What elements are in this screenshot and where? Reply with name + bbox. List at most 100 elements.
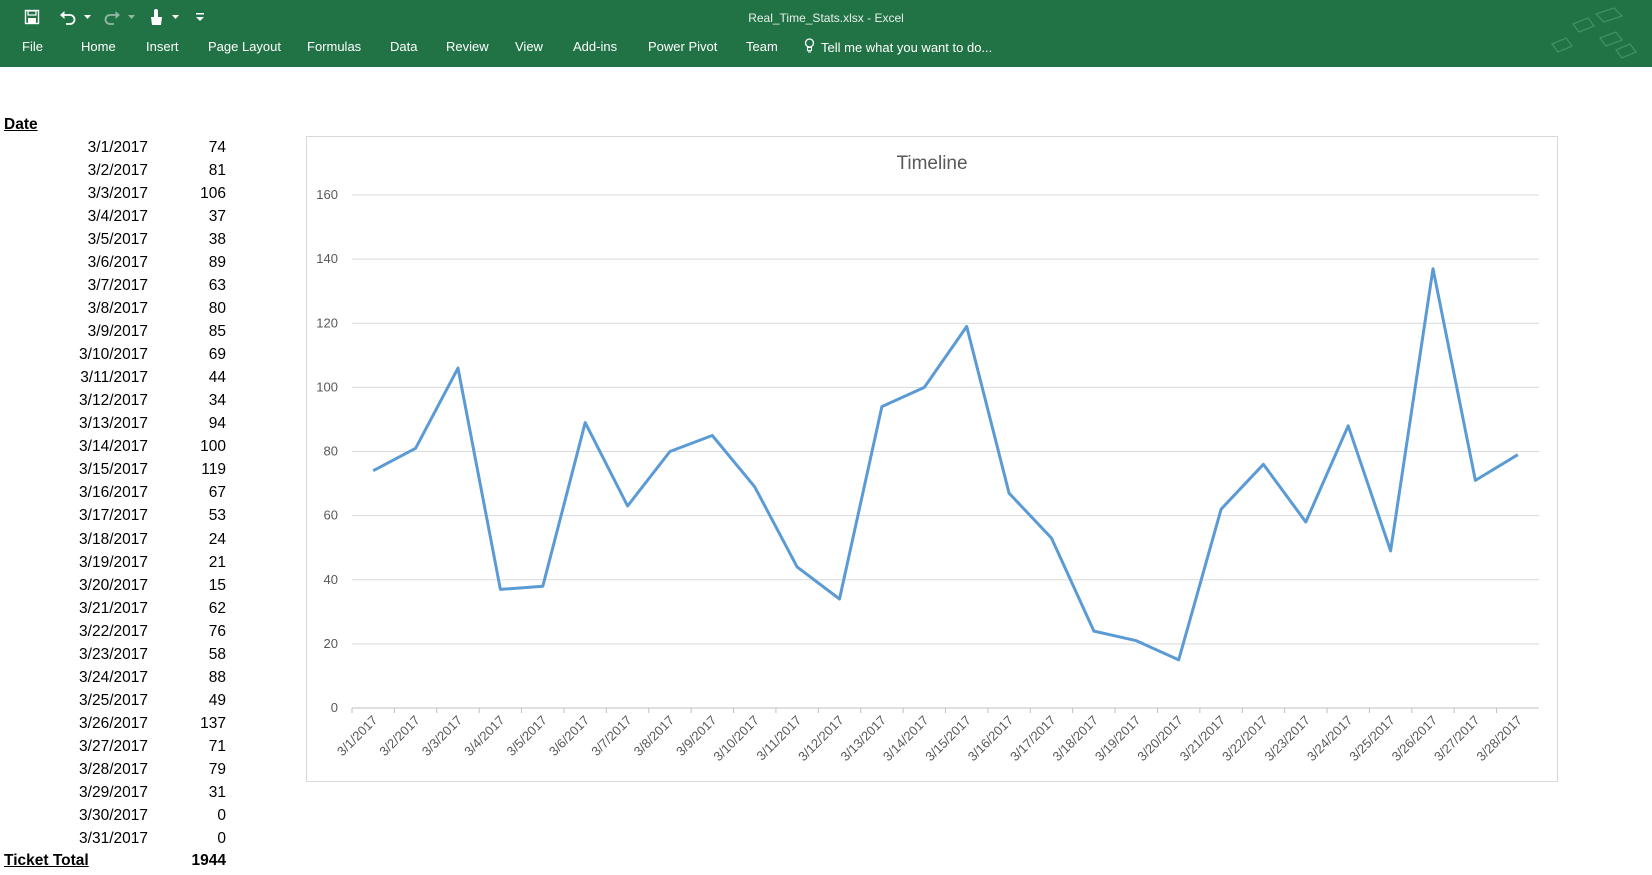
value-cell[interactable]: 67 [208,484,226,501]
value-cell[interactable]: 44 [208,369,226,386]
date-cell[interactable]: 3/1/2017 [87,139,148,156]
y-tick-label: 120 [316,315,338,330]
date-cell[interactable]: 3/10/2017 [79,346,148,363]
value-cell[interactable]: 62 [208,600,226,617]
date-cell[interactable]: 3/24/2017 [79,669,148,686]
tab-team[interactable]: Team [746,39,778,54]
value-cell[interactable]: 85 [208,323,226,340]
value-cell[interactable]: 31 [208,784,226,801]
tab-page-layout[interactable]: Page Layout [208,39,282,54]
tab-view[interactable]: View [515,39,543,54]
worksheet[interactable]: Date 3/1/2017 74 3/2/2017 81 3/3/2017 106 3/4/… [0,67,1652,875]
x-tick-label: 3/6/2017 [546,713,592,759]
value-cell[interactable]: 53 [208,507,226,524]
x-tick-label: 3/28/2017 [1473,713,1525,765]
tab-data[interactable]: Data [390,39,418,54]
value-cell[interactable]: 34 [208,392,226,409]
date-cell[interactable]: 3/8/2017 [87,300,148,317]
chart-title[interactable]: Timeline [896,153,967,174]
date-cell[interactable]: 3/11/2017 [80,369,148,386]
tab-insert[interactable]: Insert [146,39,179,54]
value-cell[interactable]: 79 [208,761,226,778]
customize-toolbar-icon[interactable] [190,7,210,27]
value-cell[interactable]: 81 [208,162,226,179]
date-cell[interactable]: 3/4/2017 [87,208,148,225]
ticket-total-label[interactable]: Ticket Total [4,852,89,869]
tab-review[interactable]: Review [446,39,489,54]
undo-dropdown-icon[interactable] [82,7,92,27]
date-cell[interactable]: 3/9/2017 [87,323,148,340]
value-cell[interactable]: 15 [208,577,226,594]
save-icon[interactable] [22,7,42,27]
tab-file[interactable]: File [22,39,43,54]
value-cell[interactable]: 63 [208,277,226,294]
tab-power-pivot[interactable]: Power Pivot [648,39,718,54]
date-cell[interactable]: 3/27/2017 [79,738,148,755]
touch-mode-dropdown-icon[interactable] [170,7,180,27]
y-tick-label: 160 [316,187,338,202]
date-cell[interactable]: 3/31/2017 [79,830,148,847]
value-cell[interactable]: 0 [217,830,226,847]
date-cell[interactable]: 3/2/2017 [87,162,148,179]
tab-add-ins[interactable]: Add-ins [573,39,618,54]
x-tick-label: 3/22/2017 [1219,713,1271,765]
date-cell[interactable]: 3/6/2017 [87,254,148,271]
date-cell[interactable]: 3/17/2017 [79,507,148,524]
value-cell[interactable]: 94 [208,415,226,432]
date-cell[interactable]: 3/23/2017 [79,646,148,663]
x-tick-label: 3/21/2017 [1177,713,1229,765]
date-cell[interactable]: 3/20/2017 [79,577,148,594]
redo-dropdown-icon[interactable] [126,7,136,27]
value-cell[interactable]: 37 [208,208,226,225]
value-cell[interactable]: 71 [208,738,226,755]
date-cell[interactable]: 3/15/2017 [79,461,148,478]
value-cell[interactable]: 74 [208,139,226,156]
value-cell[interactable]: 89 [208,254,226,271]
value-cell[interactable]: 69 [208,346,226,363]
date-cell[interactable]: 3/25/2017 [79,692,148,709]
date-cell[interactable]: 3/30/2017 [79,807,148,824]
date-cell[interactable]: 3/3/2017 [87,185,148,202]
value-cell[interactable]: 119 [201,461,226,478]
date-cell[interactable]: 3/18/2017 [79,531,148,548]
value-cell[interactable]: 21 [208,554,226,571]
value-cell[interactable]: 58 [208,646,226,663]
date-cell[interactable]: 3/21/2017 [79,600,148,617]
date-cell[interactable]: 3/22/2017 [79,623,148,640]
value-cell[interactable]: 106 [200,185,226,202]
date-cell[interactable]: 3/19/2017 [79,554,148,571]
value-cell[interactable]: 0 [217,807,226,824]
tab-formulas[interactable]: Formulas [307,39,362,54]
value-cell[interactable]: 76 [208,623,226,640]
y-tick-label: 60 [324,508,338,523]
value-cell[interactable]: 24 [208,531,226,548]
touch-mode-icon[interactable] [146,7,166,27]
date-header[interactable]: Date [4,116,38,133]
date-cell[interactable]: 3/29/2017 [79,784,148,801]
date-cell[interactable]: 3/13/2017 [79,415,148,432]
value-cell[interactable]: 88 [208,669,226,686]
date-cell[interactable]: 3/7/2017 [87,277,148,294]
date-cell[interactable]: 3/12/2017 [79,392,148,409]
value-cell[interactable]: 100 [200,438,226,455]
tab-home[interactable]: Home [81,39,116,54]
series-line[interactable] [372,267,1519,662]
redo-icon[interactable] [102,7,122,27]
x-tick-label: 3/3/2017 [419,713,465,759]
y-tick-label: 20 [324,636,338,651]
date-cell[interactable]: 3/16/2017 [79,484,148,501]
date-cell[interactable]: 3/5/2017 [87,231,148,248]
timeline-chart[interactable]: Timeline 0 20 40 60 80 100 120 140 160 3/1/2017 3… [306,136,1558,782]
value-cell[interactable]: 38 [208,231,226,248]
undo-icon[interactable] [58,7,78,27]
x-tick-label: 3/20/2017 [1134,713,1186,765]
x-tick-label: 3/4/2017 [461,713,507,759]
value-cell[interactable]: 137 [200,715,226,732]
value-cell[interactable]: 80 [208,300,226,317]
ticket-total-value[interactable]: 1944 [191,852,226,869]
tell-me-box[interactable]: Tell me what you want to do... [804,36,992,58]
date-cell[interactable]: 3/26/2017 [79,715,148,732]
value-cell[interactable]: 49 [208,692,226,709]
date-cell[interactable]: 3/14/2017 [79,438,148,455]
date-cell[interactable]: 3/28/2017 [79,761,148,778]
